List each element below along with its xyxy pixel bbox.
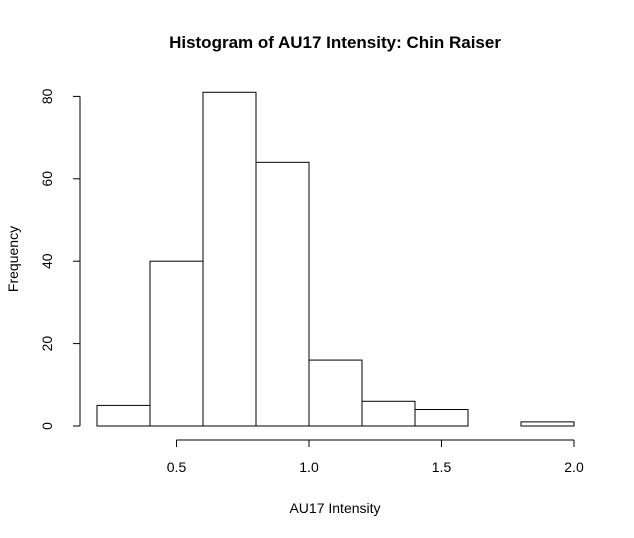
x-axis-label: AU17 Intensity [289, 500, 380, 516]
y-tick-label: 80 [39, 88, 55, 104]
x-tick-label: 0.5 [167, 459, 187, 475]
y-tick-label: 60 [39, 171, 55, 187]
bars-group [96, 91, 575, 427]
x-axis: 0.5 1.0 1.5 2.0 [167, 439, 584, 475]
y-axis-label: Frequency [5, 226, 21, 292]
histogram-bar [308, 359, 363, 427]
histogram-bar [149, 260, 204, 427]
histogram-bar [361, 400, 416, 427]
x-tick-label: 1.5 [432, 459, 452, 475]
y-axis: 0 20 40 60 80 [39, 88, 81, 430]
histogram-bar [414, 409, 469, 427]
histogram-bar [255, 161, 310, 427]
y-tick-label: 40 [39, 253, 55, 269]
x-tick-label: 1.0 [299, 459, 319, 475]
y-tick-label: 0 [39, 422, 55, 430]
histogram-bar [202, 91, 257, 427]
y-tick-label: 20 [39, 336, 55, 352]
histogram-bar [96, 404, 151, 427]
histogram-bar [520, 421, 575, 427]
chart-title: Histogram of AU17 Intensity: Chin Raiser [169, 33, 501, 52]
x-tick-label: 2.0 [564, 459, 584, 475]
